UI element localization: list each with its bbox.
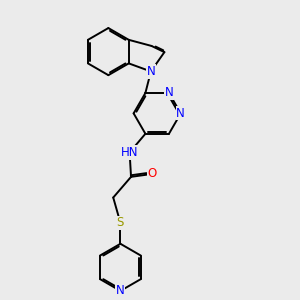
- Text: HN: HN: [121, 146, 138, 159]
- Text: N: N: [176, 107, 185, 120]
- Text: N: N: [165, 86, 173, 100]
- Text: S: S: [117, 216, 124, 229]
- Text: N: N: [116, 284, 125, 297]
- Text: N: N: [146, 65, 155, 78]
- Text: O: O: [147, 167, 156, 181]
